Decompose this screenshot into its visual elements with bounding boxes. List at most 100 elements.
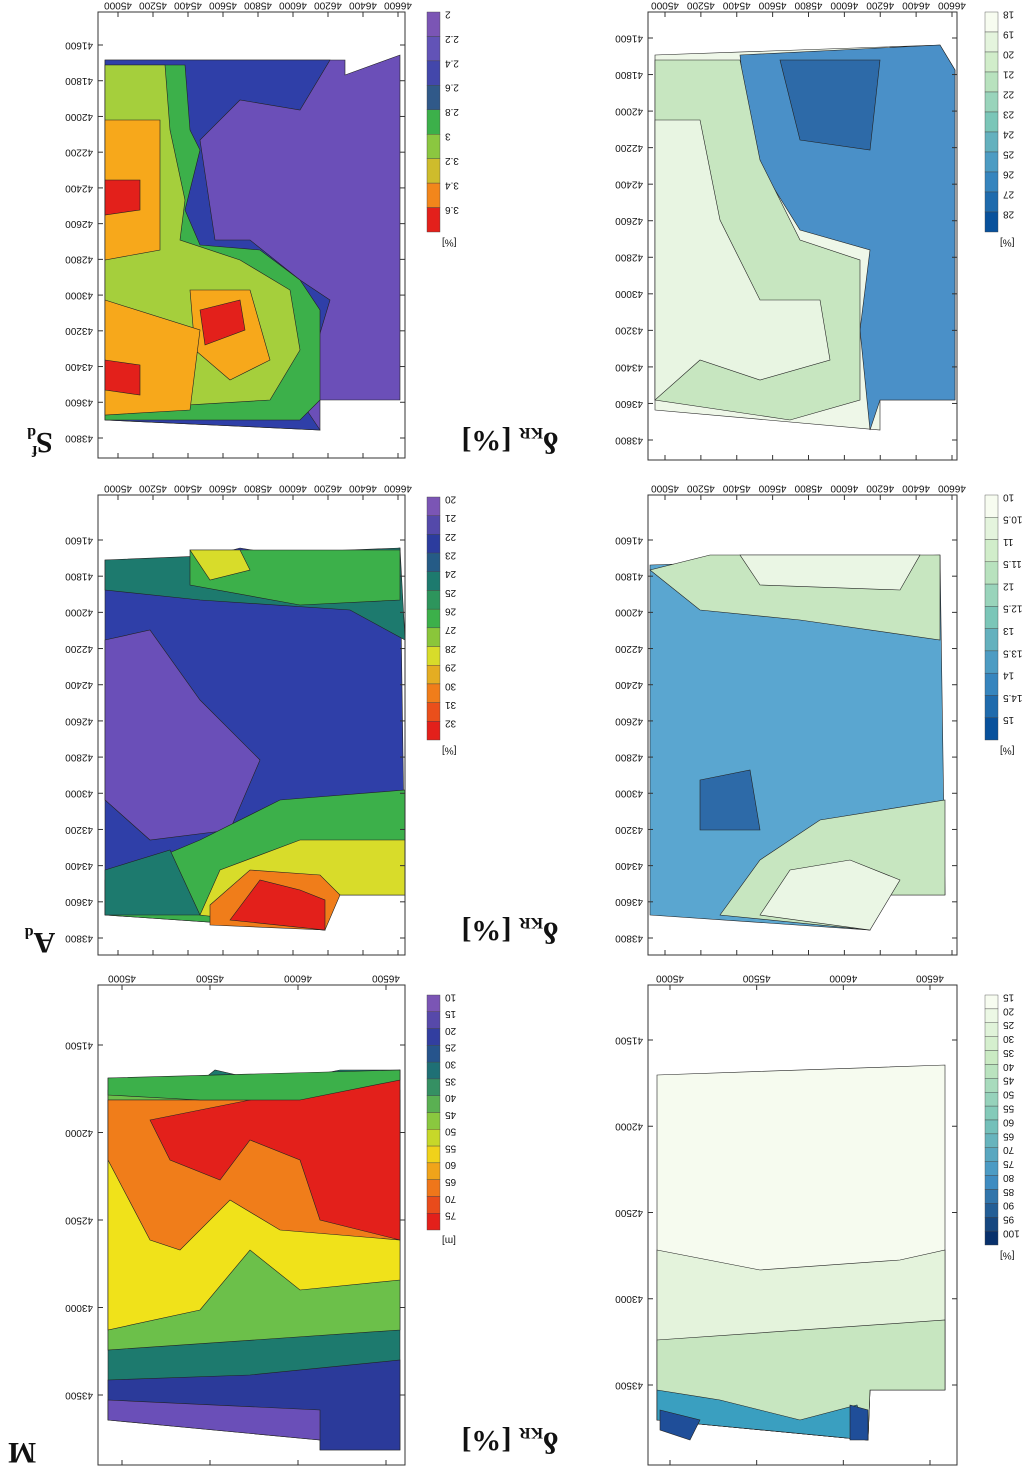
colorbar-cell	[984, 1105, 999, 1121]
colorbar-cell	[426, 60, 441, 86]
label-part: f	[31, 442, 37, 459]
colorbar-cell	[426, 646, 441, 666]
colorbar-label: 23	[1003, 108, 1015, 119]
colorbar-label: 25	[1003, 1019, 1015, 1030]
colorbar-label: 30	[1003, 1033, 1015, 1044]
colorbar-cell	[984, 1133, 999, 1148]
colorbar-cell	[426, 11, 441, 37]
x-tick-label: 46500	[372, 972, 400, 983]
panel: 45000 45500 46000 46500 41500 42000 42500 43000…	[8, 972, 456, 1469]
colorbar-cell	[426, 721, 441, 741]
y-tick-label: 43400	[615, 860, 643, 871]
colorbar-label: 3	[445, 131, 451, 142]
x-tick-label: 45000	[651, 482, 679, 493]
colorbar-label: 24	[1003, 128, 1015, 139]
y-tick-label: 43000	[615, 788, 643, 799]
colorbar-label: 20	[445, 1025, 457, 1036]
colorbar-label: 95	[1003, 1214, 1015, 1225]
contour-fill	[739, 554, 921, 591]
colorbar-label: 19	[1003, 28, 1015, 39]
colorbar-label: 29	[445, 662, 457, 673]
colorbar-cell	[984, 561, 999, 585]
contour-fill	[199, 299, 246, 346]
colorbar-label: 12.5	[1003, 603, 1023, 614]
x-tick-label: 45200	[139, 0, 167, 10]
x-tick-label: 45000	[651, 0, 679, 10]
colorbar-cell	[426, 552, 441, 572]
y-tick-label: 42400	[615, 179, 643, 190]
panel: 45000 45200 45400 45600 45800 46000 46200 46400…	[461, 482, 1023, 956]
colorbar-label: 12	[1003, 580, 1015, 591]
y-tick-label: 43000	[615, 288, 643, 299]
x-tick-label: 46200	[866, 482, 894, 493]
label-part: [%]	[461, 424, 518, 457]
colorbar-unit: [%]	[1000, 1249, 1015, 1260]
colorbar-label: 27	[445, 624, 457, 635]
contour-fill	[779, 59, 881, 151]
y-tick-label: 42000	[615, 105, 643, 116]
y-tick-label: 42600	[65, 715, 93, 726]
colorbar-cell	[426, 1129, 441, 1147]
colorbar-cell	[426, 1112, 441, 1130]
colorbar-cell	[984, 1189, 999, 1204]
x-tick-label: 46000	[284, 972, 312, 983]
x-tick-label: 45500	[742, 972, 770, 983]
y-tick-label: 41500	[615, 1034, 643, 1045]
x-tick-label: 46000	[830, 482, 858, 493]
colorbar-cell	[984, 494, 999, 518]
colorbar-cell	[426, 1061, 441, 1080]
colorbar-cell	[426, 496, 441, 516]
colorbar-cell	[984, 1203, 999, 1218]
colorbar-label: 28	[445, 643, 457, 654]
colorbar-cell	[984, 672, 999, 696]
colorbar-cell	[984, 151, 999, 173]
colorbar-label: 40	[445, 1092, 457, 1103]
x-tick-label: 46000	[279, 482, 307, 493]
x-tick-label: 46200	[314, 482, 342, 493]
y-tick-label: 43500	[65, 1389, 93, 1400]
colorbar-cell	[984, 1230, 999, 1246]
colorbar-cell	[984, 51, 999, 73]
colorbar-cell	[426, 627, 441, 647]
y-tick-label: 43800	[615, 932, 643, 943]
colorbar-label: 60	[445, 1159, 457, 1170]
colorbar-cell	[426, 1078, 441, 1096]
colorbar-cell	[984, 994, 999, 1010]
x-tick-label: 45000	[656, 972, 684, 983]
colorbar-cell	[426, 571, 441, 591]
label-part: KR	[519, 424, 543, 441]
colorbar-label: 27	[1003, 188, 1015, 199]
colorbar-cell	[426, 1145, 441, 1164]
x-tick-label: 46400	[349, 482, 377, 493]
colorbar-cell	[426, 158, 441, 184]
colorbar-label: 10.5	[1003, 514, 1023, 525]
colorbar-label: 24	[445, 568, 457, 579]
colorbar-label: 25	[445, 1042, 457, 1053]
colorbar-cell	[984, 1161, 999, 1176]
plot-frame	[647, 11, 958, 461]
y-tick-label: 42800	[615, 252, 643, 263]
colorbar-cell	[426, 515, 441, 535]
y-tick-label: 42000	[65, 607, 93, 618]
colorbar-cell	[426, 665, 441, 685]
colorbar-cell	[984, 111, 999, 133]
colorbar-label: 14	[1003, 670, 1015, 681]
x-tick-label: 45200	[687, 482, 715, 493]
contour-fill	[849, 1404, 869, 1441]
colorbar-cell	[984, 91, 999, 113]
label-part: S	[36, 426, 53, 459]
x-tick-label: 46600	[384, 0, 412, 10]
colorbar-cell	[984, 517, 999, 540]
y-tick-label: 43000	[615, 1293, 643, 1304]
colorbar-cell	[426, 1213, 441, 1231]
y-tick-label: 41600	[615, 32, 643, 43]
y-tick-label: 43200	[65, 325, 93, 336]
contour-fill	[654, 119, 831, 401]
colorbar-cell	[426, 134, 441, 159]
x-tick-label: 45200	[687, 0, 715, 10]
colorbar-cell	[426, 182, 441, 208]
label-part: [%]	[461, 914, 518, 947]
y-tick-label: 43400	[65, 361, 93, 372]
y-tick-label: 42000	[65, 1127, 93, 1138]
